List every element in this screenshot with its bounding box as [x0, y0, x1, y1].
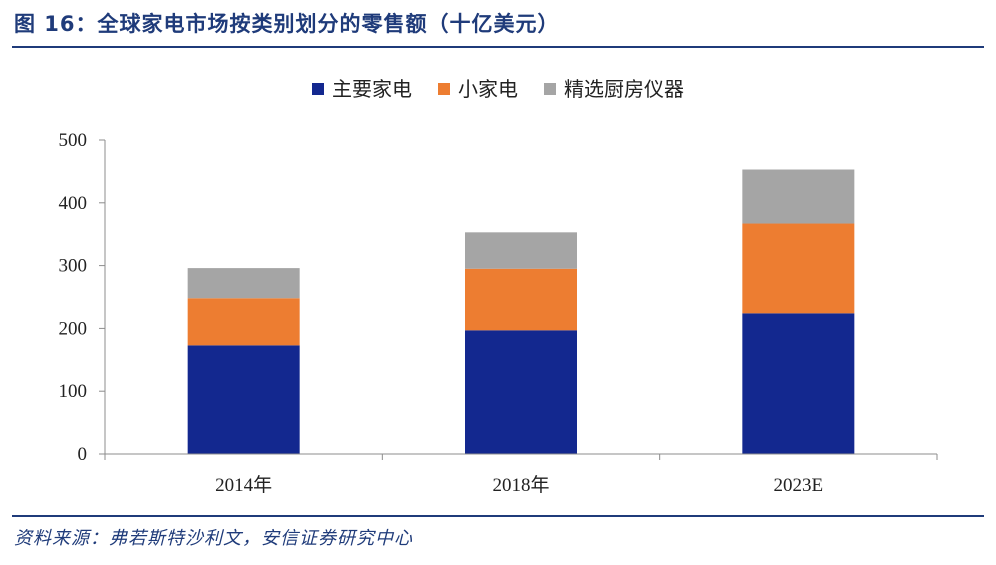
legend-label: 主要家电 [332, 77, 412, 101]
x-tick-label: 2023E [774, 475, 824, 496]
legend-swatch [312, 83, 324, 95]
y-tick-label: 100 [59, 381, 88, 402]
bar-segment [465, 268, 577, 331]
bars [187, 169, 855, 454]
y-axis: 0 100 200 300 400 500 [59, 130, 106, 465]
bar-segment [187, 298, 300, 346]
legend-swatch [544, 83, 556, 95]
legend-label: 精选厨房仪器 [564, 77, 684, 101]
bar-segment [742, 223, 855, 314]
bar-segment [187, 345, 300, 454]
x-tick-label: 2018年 [492, 474, 549, 496]
legend-label: 小家电 [458, 77, 518, 101]
x-axis: 2014年 2018年 2023E [104, 453, 938, 496]
title-divider [12, 46, 984, 48]
legend: 主要家电 小家电 精选厨房仪器 [312, 77, 684, 101]
chart-title: 图 16：全球家电市场按类别划分的零售额（十亿美元） [14, 12, 560, 36]
bar-segment [742, 313, 855, 454]
footer-divider [12, 515, 984, 517]
y-tick-label: 300 [59, 256, 88, 277]
bar-segment [465, 232, 577, 269]
y-tick-label: 500 [59, 130, 88, 151]
bar-segment [465, 330, 577, 454]
bar-segment [187, 268, 300, 299]
source-note: 资料来源：弗若斯特沙利文，安信证券研究中心 [14, 528, 413, 549]
y-tick-label: 400 [59, 193, 88, 214]
bar-segment [742, 169, 855, 224]
legend-swatch [438, 83, 450, 95]
y-tick-label: 200 [59, 318, 88, 339]
x-tick-label: 2014年 [215, 474, 272, 496]
y-tick-label: 0 [78, 444, 88, 465]
